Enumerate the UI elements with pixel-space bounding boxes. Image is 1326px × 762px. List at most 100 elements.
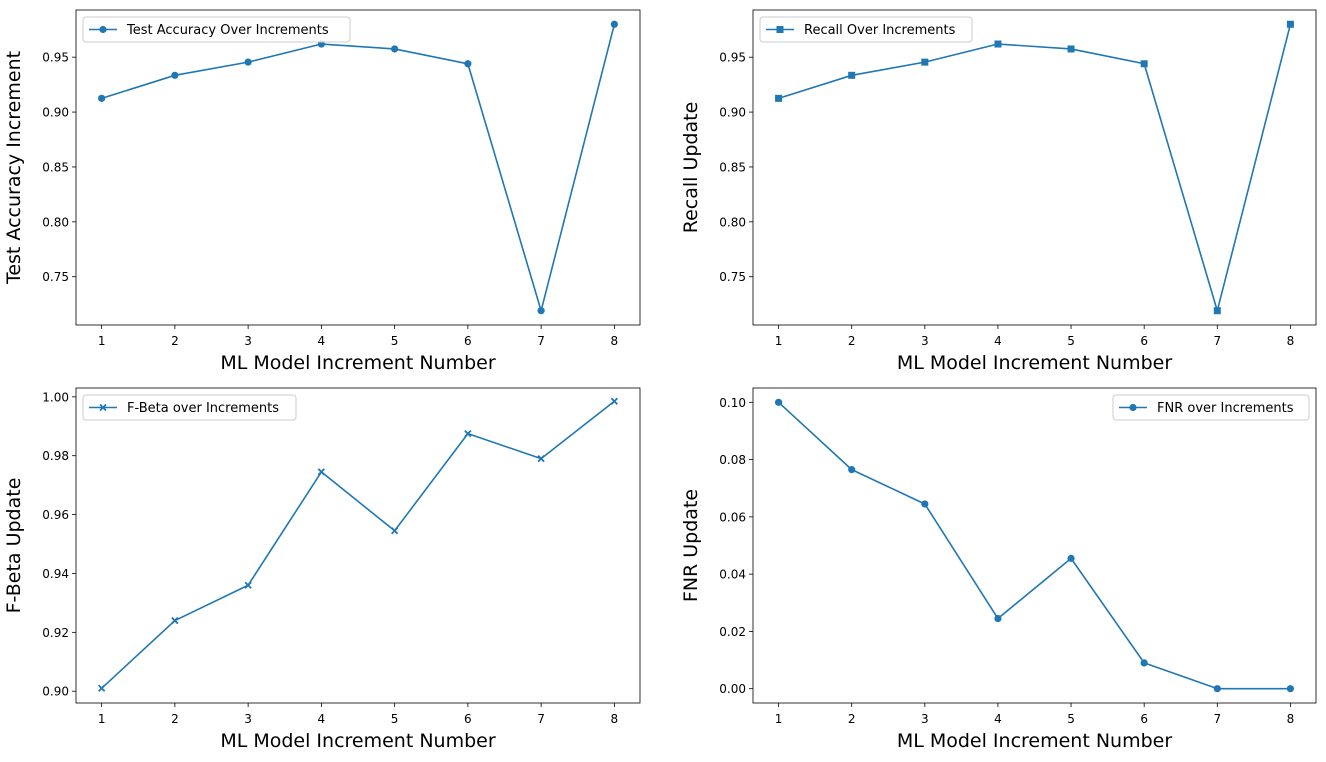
y-tick-label: 0.85 <box>719 160 746 174</box>
x-tick-label: 6 <box>1140 334 1148 348</box>
y-tick-label: 0.02 <box>719 625 746 639</box>
x-tick-label: 5 <box>391 712 399 726</box>
legend-marker <box>1129 403 1137 412</box>
data-point <box>171 71 179 79</box>
data-point <box>1286 20 1294 28</box>
x-tick-label: 3 <box>244 334 252 348</box>
legend-label: FNR over Increments <box>1157 401 1294 416</box>
x-tick-label: 4 <box>318 712 326 726</box>
x-tick-label: 5 <box>391 334 399 348</box>
recall-panel: 1 2 3 4 5 6 7 8 0.75 0.80 0.85 0.90 0.95 ML Model Inc… <box>680 9 1317 374</box>
data-point <box>464 429 472 438</box>
x-tick-label: 2 <box>171 712 179 726</box>
legend-marker <box>99 25 107 34</box>
data-point <box>775 94 783 102</box>
x-axis-label: ML Model Increment Number <box>897 352 1173 374</box>
y-tick-label: 0.90 <box>719 106 746 120</box>
y-tick-label: 0.85 <box>42 160 69 174</box>
legend-label: F-Beta over Increments <box>127 401 279 416</box>
x-tick-label: 7 <box>537 334 545 348</box>
legend-label: Test Accuracy Over Increments <box>126 23 329 38</box>
y-tick-label: 0.06 <box>719 510 746 524</box>
y-tick-label: 0.80 <box>719 215 746 229</box>
data-point <box>610 20 618 28</box>
data-point <box>391 45 399 53</box>
y-tick-label: 0.98 <box>42 449 69 463</box>
x-tick-label: 2 <box>171 334 179 348</box>
data-point <box>1213 685 1221 693</box>
y-tick-label: 0.95 <box>719 51 746 65</box>
x-tick-label: 8 <box>1287 334 1295 348</box>
series-line <box>778 401 1291 690</box>
legend-box <box>82 16 351 43</box>
y-tick-label: 0.96 <box>42 508 69 522</box>
legend-marker <box>99 403 107 412</box>
plot-frame <box>75 387 641 704</box>
legend: Test Accuracy Over Increments <box>82 16 351 43</box>
y-tick-label: 0.90 <box>42 106 69 120</box>
x-tick-label: 8 <box>1287 712 1295 726</box>
x-tick-label: 4 <box>318 334 326 348</box>
x-tick-label: 6 <box>464 334 472 348</box>
x-tick-label: 4 <box>994 334 1002 348</box>
x-tick-label: 7 <box>1213 712 1221 726</box>
x-tick-label: 2 <box>848 334 856 348</box>
data-point <box>244 58 252 66</box>
data-point <box>98 94 106 102</box>
legend-box <box>759 16 973 43</box>
data-point <box>317 468 326 476</box>
y-tick-label: 0.75 <box>719 270 746 284</box>
data-point <box>994 614 1002 623</box>
y-axis-label: FNR Update <box>680 489 702 602</box>
y-tick-label: 1.00 <box>42 390 69 404</box>
f-beta-panel: 1 2 3 4 5 6 7 8 0.90 0.92 0.94 0.96 0.98 1.00 ML Model… <box>3 387 641 752</box>
legend-box <box>82 394 297 421</box>
data-point <box>994 40 1002 48</box>
y-tick-label: 0.94 <box>42 567 69 581</box>
data-point <box>921 500 929 508</box>
x-tick-label: 8 <box>611 712 619 726</box>
data-point <box>390 527 399 535</box>
y-tick-label: 0.75 <box>42 270 69 284</box>
x-axis-label: ML Model Increment Number <box>897 730 1173 752</box>
legend: FNR over Increments <box>1112 394 1310 421</box>
plot-frame <box>75 9 641 326</box>
y-tick-label: 0.80 <box>42 215 69 229</box>
legend-marker <box>776 26 784 33</box>
plot-frame <box>752 387 1317 704</box>
x-tick-label: 5 <box>1067 334 1075 348</box>
data-point <box>97 684 106 692</box>
data-point <box>464 60 472 68</box>
x-axis-label: ML Model Increment Number <box>220 730 496 752</box>
x-tick-label: 1 <box>98 712 106 726</box>
data-point <box>1140 60 1148 68</box>
legend: Recall Over Increments <box>759 16 973 43</box>
x-tick-label: 3 <box>921 712 929 726</box>
data-point <box>1067 554 1075 562</box>
data-point <box>1213 307 1221 315</box>
data-point <box>1286 685 1295 693</box>
x-tick-label: 3 <box>921 334 929 348</box>
x-tick-label: 4 <box>994 712 1002 726</box>
x-tick-label: 1 <box>775 334 783 348</box>
data-point <box>610 397 619 405</box>
y-tick-label: 0.90 <box>42 685 69 699</box>
y-tick-label: 0.04 <box>719 568 746 582</box>
y-tick-label: 0.95 <box>42 51 69 65</box>
x-tick-label: 7 <box>1213 334 1221 348</box>
y-axis-label: Test Accuracy Increment <box>3 51 25 285</box>
fnr-panel: 1 2 3 4 5 6 7 8 0.00 0.02 0.04 0.06 0.08 0.10 ML Model… <box>680 387 1317 752</box>
data-point <box>921 58 929 66</box>
x-tick-label: 1 <box>98 334 106 348</box>
series-line <box>778 24 1292 312</box>
data-point <box>1067 45 1075 53</box>
x-tick-label: 5 <box>1067 712 1075 726</box>
series-line <box>101 24 616 312</box>
y-axis-label: F-Beta Update <box>3 478 25 614</box>
series-line <box>101 400 615 689</box>
data-point <box>848 71 856 79</box>
x-tick-label: 8 <box>611 334 619 348</box>
x-tick-label: 6 <box>464 712 472 726</box>
data-point <box>537 455 545 463</box>
